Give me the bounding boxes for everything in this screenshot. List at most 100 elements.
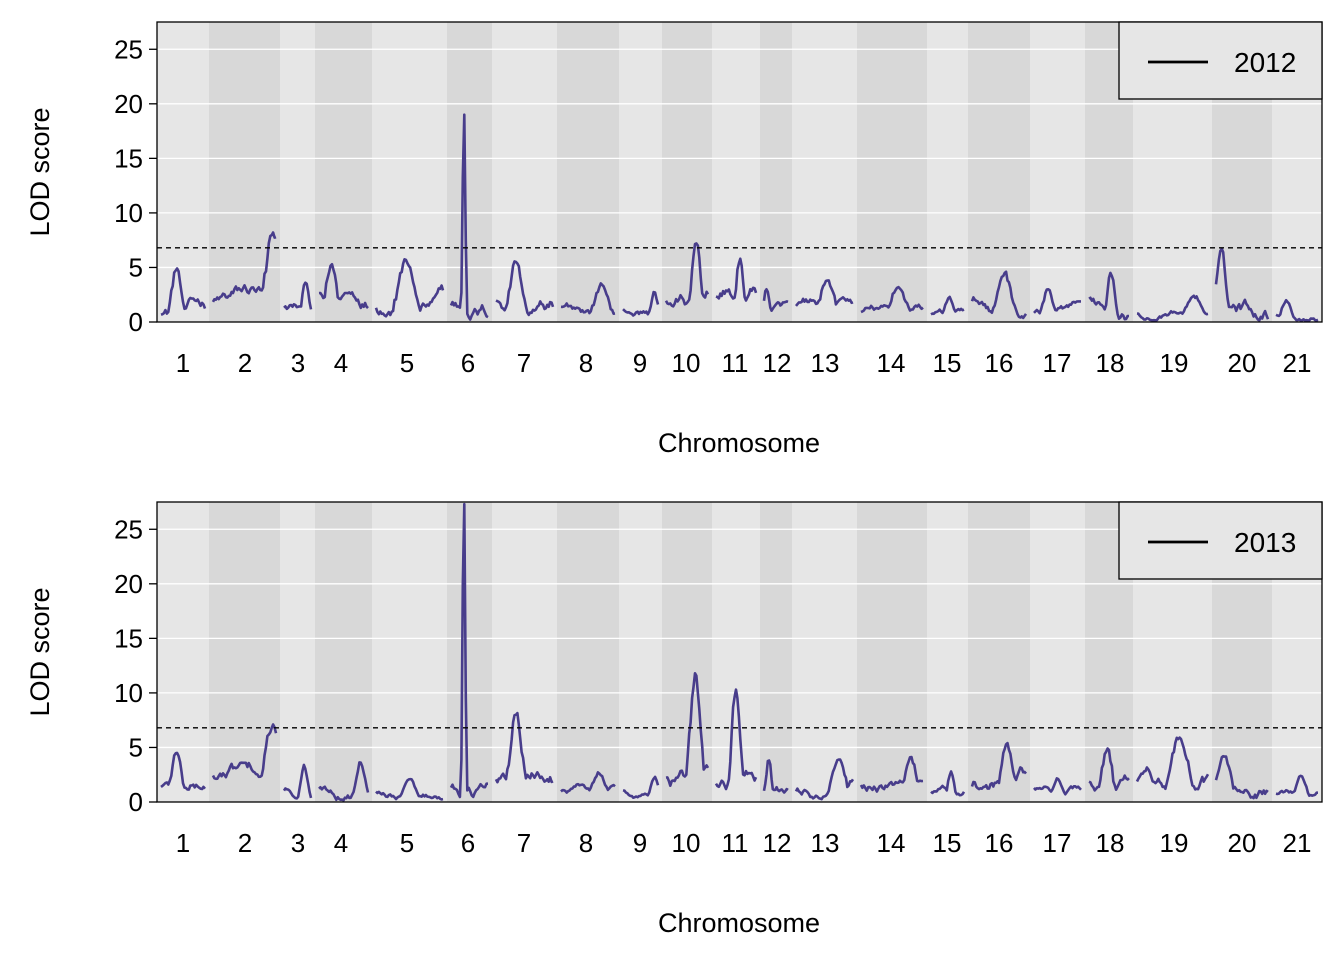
lod-curve-chr-5 <box>375 777 444 801</box>
lod-curve-chr-6 <box>449 502 488 799</box>
lod-curve-chr-20 <box>1214 247 1270 322</box>
x-tick-label-chr-16: 16 <box>985 348 1014 378</box>
y-tick-label-15: 15 <box>114 623 143 653</box>
lod-curve-chr-2 <box>211 723 278 781</box>
x-tick-label-chr-7: 7 <box>517 348 531 378</box>
lod-curve-chr-15 <box>930 295 965 316</box>
lod-curve-chr-3 <box>282 763 313 800</box>
x-tick-label-chr-9: 9 <box>633 348 647 378</box>
x-tick-label-chr-2: 2 <box>238 348 252 378</box>
lod-curve-chr-14 <box>859 755 924 793</box>
lod-curve-chr-3 <box>283 281 313 311</box>
x-tick-label-chr-15: 15 <box>933 828 962 858</box>
lod-curve-chr-16 <box>970 741 1028 791</box>
x-tick-label-chr-1: 1 <box>176 828 190 858</box>
y-tick-label-25: 25 <box>114 514 143 544</box>
lod-curve-chr-5 <box>374 258 445 318</box>
lod-curve-chr-21 <box>1275 298 1319 322</box>
x-tick-label-chr-14: 14 <box>877 348 906 378</box>
chromosome-band-10 <box>662 22 712 322</box>
lod-curve-chr-11 <box>715 257 758 302</box>
y-tick-label-10: 10 <box>114 678 143 708</box>
x-tick-label-chr-11: 11 <box>722 348 749 378</box>
x-tick-label-chr-7: 7 <box>517 828 531 858</box>
x-tick-label-chr-8: 8 <box>579 348 593 378</box>
x-tick-label-chr-8: 8 <box>579 828 593 858</box>
x-tick-label-chr-15: 15 <box>933 348 962 378</box>
x-axis-title: Chromosome <box>658 428 820 458</box>
lod-curve-chr-13 <box>794 758 855 801</box>
x-tick-label-chr-20: 20 <box>1228 348 1257 378</box>
x-tick-label-chr-4: 4 <box>334 828 348 858</box>
x-tick-label-chr-6: 6 <box>461 828 475 858</box>
lod-curve-chr-7 <box>494 711 554 784</box>
chromosome-band-12 <box>760 502 792 802</box>
x-tick-label-chr-12: 12 <box>763 828 792 858</box>
y-tick-label-5: 5 <box>129 732 143 762</box>
chromosome-band-4 <box>315 22 372 322</box>
x-tick-label-chr-6: 6 <box>461 348 475 378</box>
legend-box <box>1118 501 1323 580</box>
y-tick-label-20: 20 <box>114 569 143 599</box>
lod-curve-chr-13 <box>794 279 854 307</box>
y-tick-label-15: 15 <box>114 143 143 173</box>
x-tick-label-chr-10: 10 <box>672 348 701 378</box>
lod-curve-chr-16 <box>970 270 1028 320</box>
lod-curve-chr-9 <box>622 775 660 799</box>
chromosome-band-16 <box>968 502 1030 802</box>
lod-curve-chr-11 <box>714 688 758 791</box>
x-tick-label-chr-5: 5 <box>400 348 414 378</box>
lod-curve-chr-4 <box>318 761 370 802</box>
chromosome-band-6 <box>447 502 492 802</box>
lod-curve-chr-15 <box>930 770 966 797</box>
lod-curve-chr-8 <box>560 771 616 794</box>
lod-curve-chr-17 <box>1033 288 1081 315</box>
y-tick-label-0: 0 <box>129 307 143 337</box>
x-tick-label-chr-19: 19 <box>1160 828 1189 858</box>
lod-curve-chr-19 <box>1135 736 1210 791</box>
lod-curve-chr-12 <box>762 759 789 794</box>
x-tick-label-chr-5: 5 <box>400 828 414 858</box>
y-axis-title: LOD score <box>25 107 55 236</box>
x-tick-label-chr-21: 21 <box>1283 348 1312 378</box>
x-tick-label-chr-11: 11 <box>722 828 749 858</box>
plot-frame <box>156 21 1323 323</box>
x-tick-label-chr-19: 19 <box>1160 348 1189 378</box>
x-tick-label-chr-3: 3 <box>291 348 305 378</box>
lod-curve-chr-4 <box>318 262 369 310</box>
y-axis-title: LOD score <box>25 587 55 716</box>
lod-curve-chr-10 <box>665 672 710 787</box>
x-tick-label-chr-3: 3 <box>291 828 305 858</box>
lod-curve-chr-6 <box>449 113 489 321</box>
lod-curve-chr-14 <box>860 285 924 314</box>
chromosome-band-14 <box>857 22 927 322</box>
x-tick-label-chr-17: 17 <box>1043 828 1072 858</box>
lod-curve-chr-10 <box>664 242 710 308</box>
legend-label: 2012 <box>1234 47 1296 78</box>
x-tick-label-chr-21: 21 <box>1283 828 1312 858</box>
x-tick-label-chr-12: 12 <box>763 348 792 378</box>
lod-curve-chr-17 <box>1033 777 1082 796</box>
x-axis-title: Chromosome <box>658 908 820 938</box>
lod-curve-chr-8 <box>560 282 616 315</box>
lod-curve-chr-9 <box>622 290 660 317</box>
lod-curve-chr-1 <box>160 267 207 316</box>
chromosome-band-4 <box>315 502 372 802</box>
lod-curve-chr-18 <box>1088 747 1130 792</box>
chromosome-band-2 <box>209 502 280 802</box>
chromosome-band-2 <box>209 22 280 322</box>
y-tick-label-20: 20 <box>114 89 143 119</box>
lod-plot-2012: 0 5 10 15 20 25 1 2 3 4 5 6 7 8 9 10 11 12 13 14 15 16 17 18 19 2… <box>25 21 1323 458</box>
lod-curve-chr-7 <box>495 260 555 317</box>
chromosome-band-8 <box>557 22 619 322</box>
lod-curve-chr-18 <box>1088 271 1129 321</box>
lod-curve-chr-12 <box>762 288 789 312</box>
x-tick-label-chr-10: 10 <box>672 828 701 858</box>
legend-label: 2013 <box>1234 527 1296 558</box>
chromosome-band-6 <box>447 22 492 322</box>
lod-curve-chr-20 <box>1214 754 1269 800</box>
lod-plot-2013: 0 5 10 15 20 25 1 2 3 4 5 6 7 8 9 10 11 12 13 14 15 16 17 18 19 2… <box>0 480 1344 960</box>
lod-curve-chr-2 <box>211 231 277 303</box>
x-tick-label-chr-14: 14 <box>877 828 906 858</box>
